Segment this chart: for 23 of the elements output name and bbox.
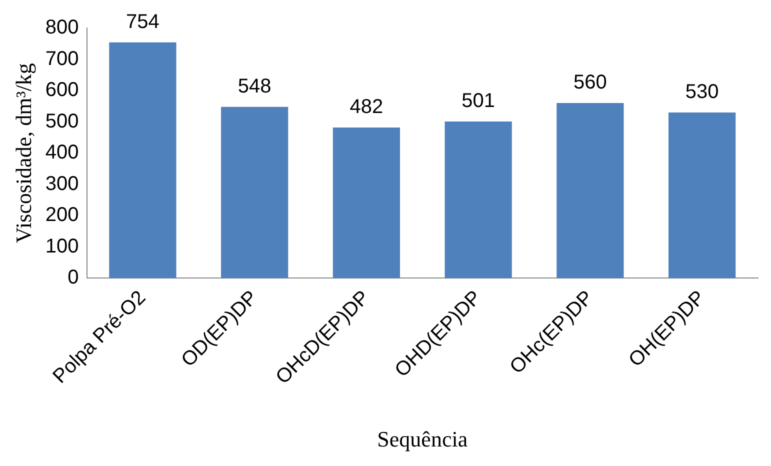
- y-tick-label: 300: [45, 172, 79, 195]
- y-tick-label: 700: [45, 48, 79, 70]
- data-label: 754: [126, 10, 160, 33]
- y-tick-label: 200: [45, 204, 79, 226]
- y-tick-label: 400: [45, 142, 79, 164]
- y-tick-label: 600: [45, 79, 79, 102]
- data-label: 501: [462, 90, 496, 112]
- y-axis-title: Viscosidade, dm³/kg: [10, 63, 36, 244]
- x-axis-title: Sequência: [377, 426, 468, 452]
- data-label: 548: [238, 75, 272, 98]
- data-label: 560: [574, 72, 607, 94]
- bar: [221, 106, 288, 278]
- data-label: 482: [350, 96, 384, 118]
- bar: [444, 122, 512, 278]
- y-tick-label: 800: [45, 16, 79, 39]
- bar: [332, 127, 400, 278]
- bar: [668, 112, 736, 278]
- data-label: 530: [685, 80, 719, 103]
- bar: [556, 103, 624, 278]
- y-tick-label: 500: [45, 110, 79, 132]
- y-tick-label: 100: [45, 235, 79, 258]
- y-tick-label: 0: [68, 266, 79, 289]
- bar: [109, 42, 176, 278]
